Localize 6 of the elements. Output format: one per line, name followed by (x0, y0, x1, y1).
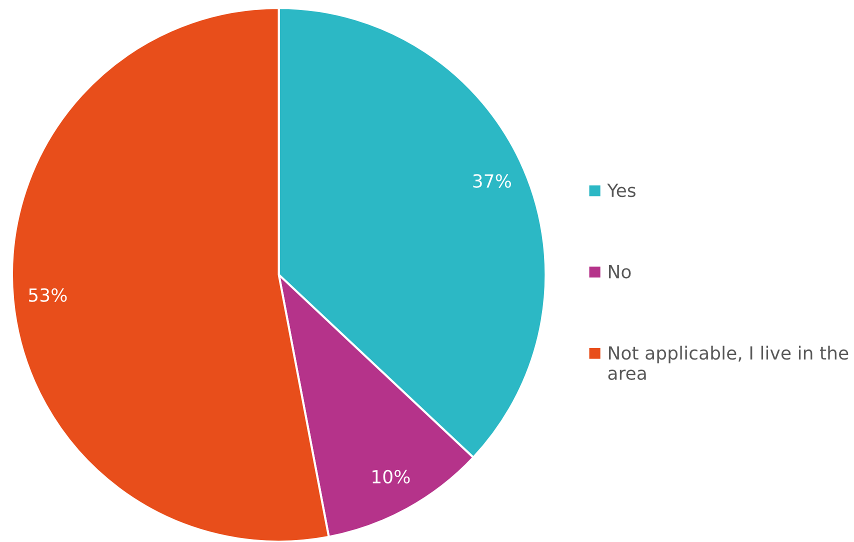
data-label: 53% (29, 288, 67, 302)
legend-label: Not applicable, I live in the area (608, 346, 848, 380)
data-label: 10% (372, 470, 410, 484)
legend-label: Yes (607, 184, 636, 198)
data-label: 37% (473, 174, 511, 188)
legend-label: No (608, 265, 631, 278)
